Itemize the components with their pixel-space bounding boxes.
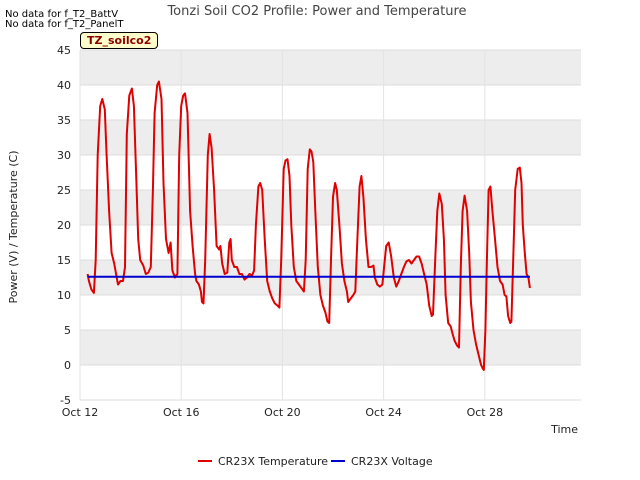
y-tick-label: 10 [57, 289, 71, 302]
x-tick-label: Oct 12 [62, 406, 99, 419]
y-tick-label: 35 [57, 114, 71, 127]
series-group [86, 80, 531, 371]
y-tick-label: 0 [64, 359, 71, 372]
no-data-note-panelt: No data for f_T2_PanelT [5, 19, 124, 30]
grid-band [80, 330, 581, 365]
x-axis-ticks: Oct 12 Oct 16 Oct 20 Oct 24 Oct 28 [62, 406, 503, 419]
y-tick-label: 40 [57, 79, 71, 92]
chart-title: Tonzi Soil CO2 Profile: Power and Temper… [166, 4, 466, 19]
site-label-badge: TZ_soilco2 [80, 32, 159, 49]
x-tick-label: Oct 24 [365, 406, 402, 419]
x-tick-label: Oct 28 [467, 406, 504, 419]
y-tick-label: 15 [57, 254, 71, 267]
legend: CR23X Temperature CR23X Voltage [198, 455, 433, 468]
y-tick-label: 20 [57, 219, 71, 232]
series-line-cr23x-temperature [86, 80, 531, 371]
grid-band [80, 190, 581, 225]
y-axis-ticks: -5 0 5 10 15 20 25 30 35 40 45 [57, 44, 71, 407]
y-axis-label: Power (V) / Temperature (C) [7, 150, 20, 303]
legend-label: CR23X Voltage [351, 455, 433, 468]
y-tick-label: 25 [57, 184, 71, 197]
x-tick-label: Oct 20 [264, 406, 301, 419]
x-tick-label: Oct 16 [163, 406, 200, 419]
no-data-note-battv: No data for f_T2_BattV [5, 9, 119, 20]
y-tick-label: 30 [57, 149, 71, 162]
legend-label: CR23X Temperature [218, 455, 328, 468]
grid-band [80, 50, 581, 85]
y-tick-label: 5 [64, 324, 71, 337]
y-tick-label: -5 [60, 394, 71, 407]
y-tick-label: 45 [57, 44, 71, 57]
x-axis-label: Time [550, 423, 578, 436]
